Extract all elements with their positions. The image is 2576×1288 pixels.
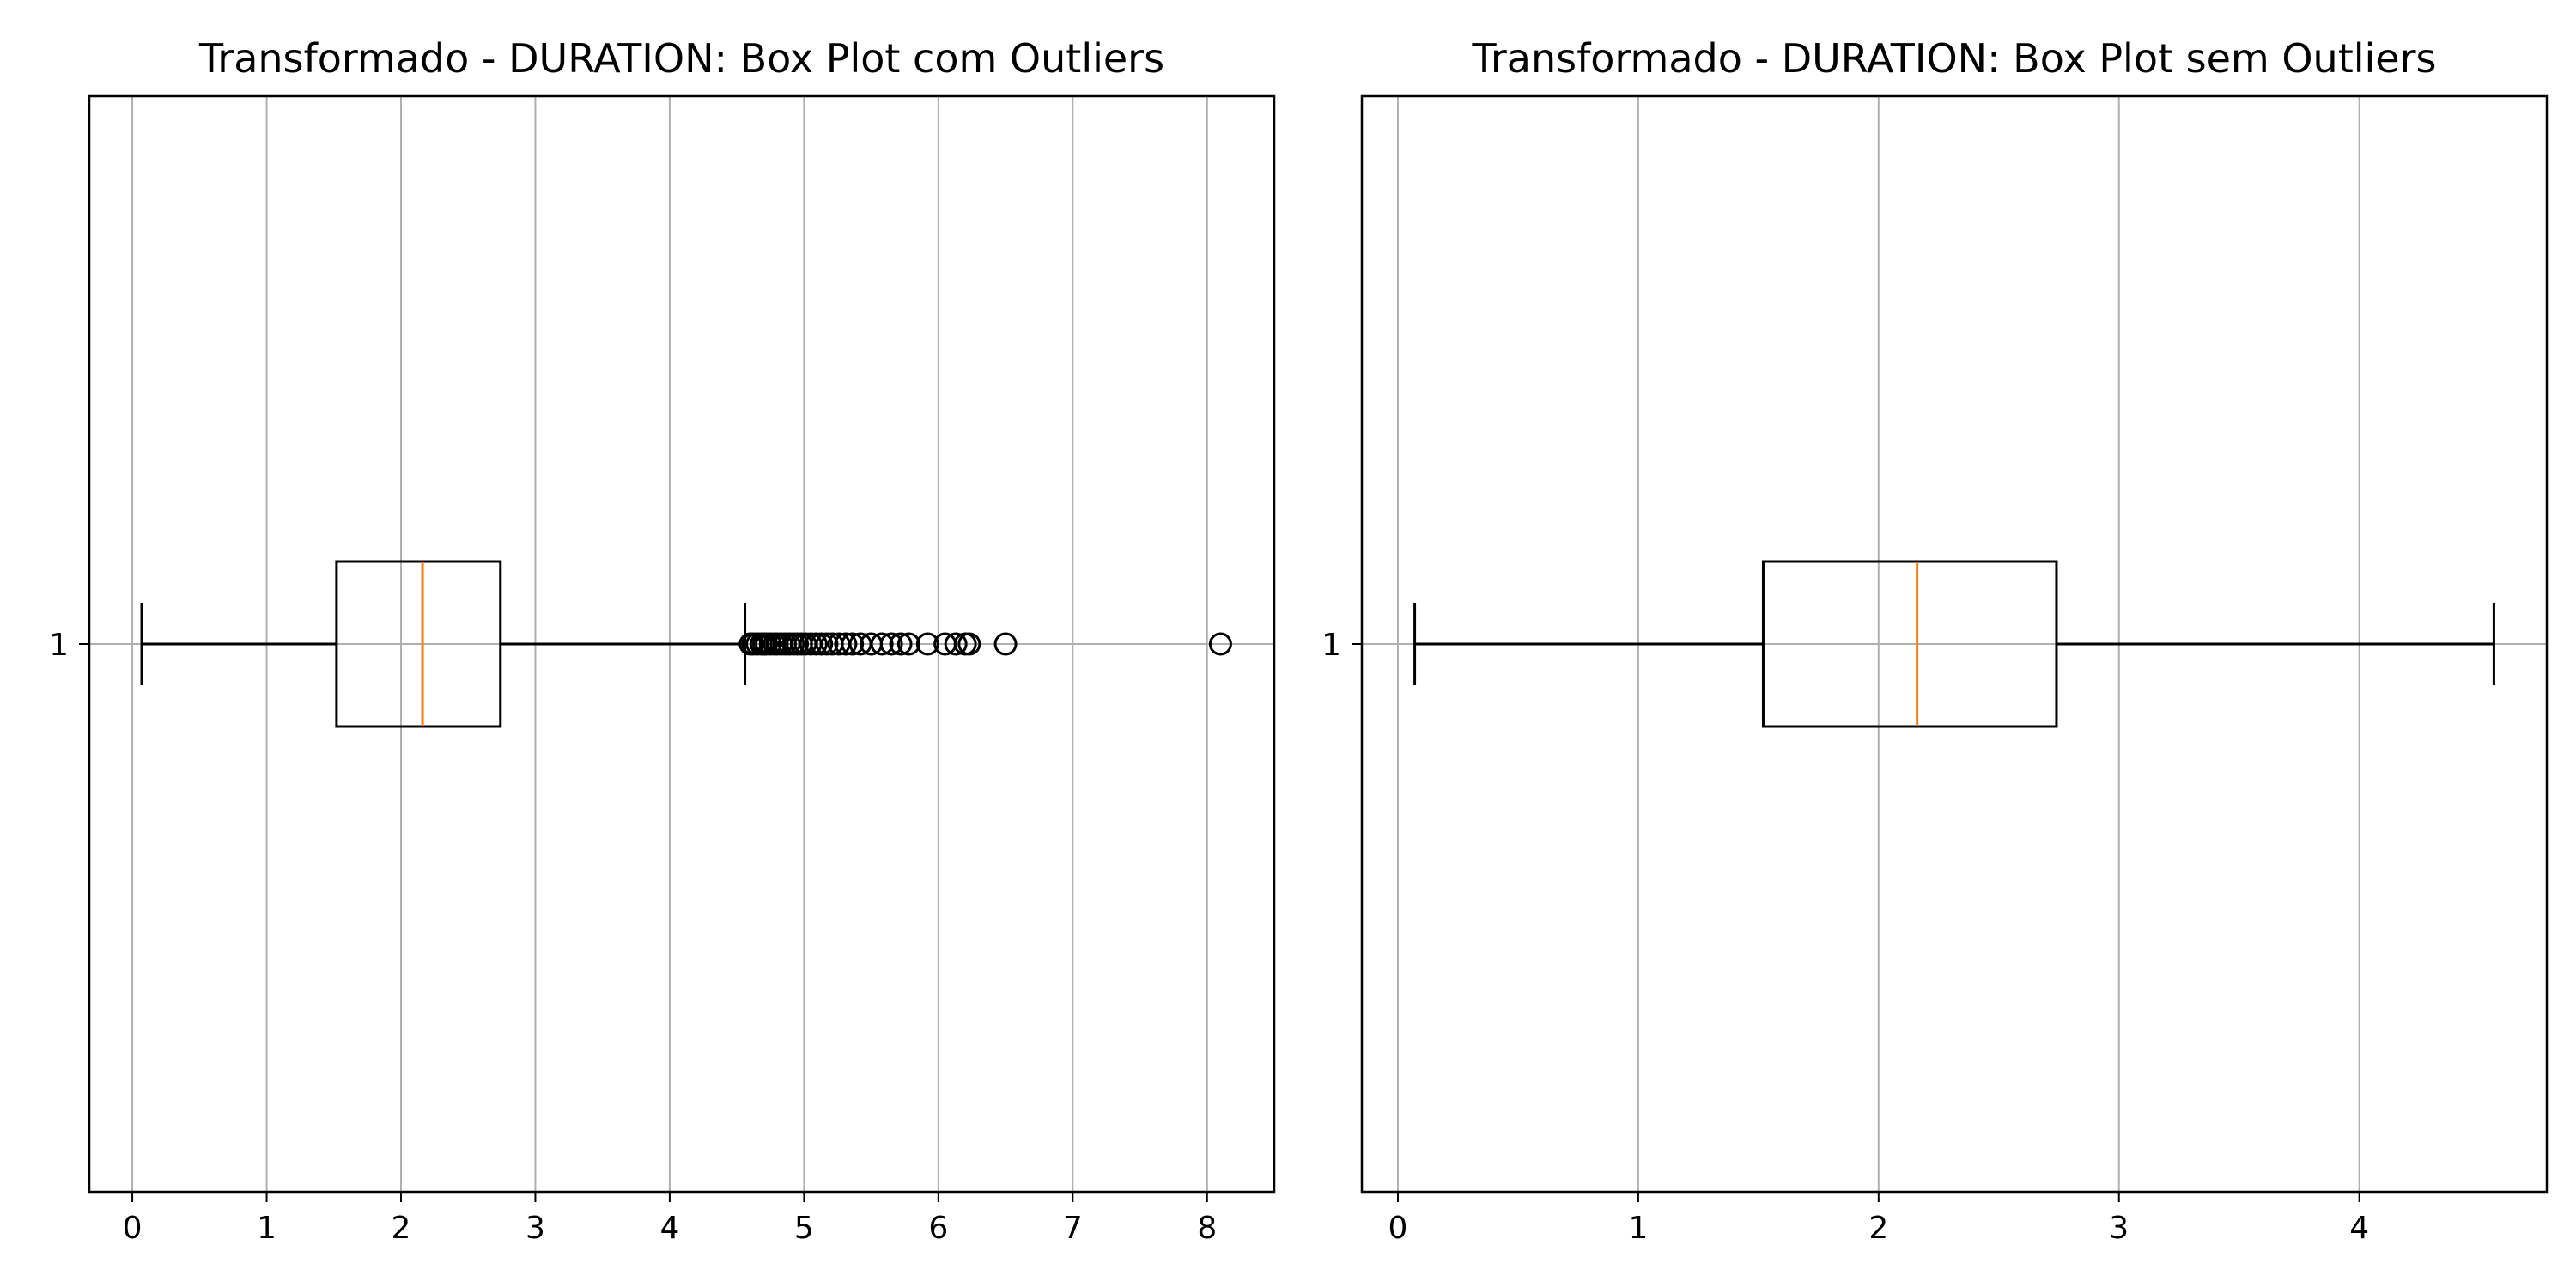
- box-iqr: [1761, 560, 2058, 728]
- outlier-point: [841, 632, 865, 656]
- boxplot-chart-without-outliers: Transformado - DURATION: Box Plot sem Ou…: [1321, 35, 2549, 1246]
- chart-title: Transformado - DURATION: Box Plot com Ou…: [198, 35, 1164, 82]
- outlier-point: [896, 632, 920, 656]
- x-tick-label: 5: [794, 1211, 814, 1246]
- x-tick-label: 4: [2349, 1211, 2369, 1246]
- x-tick-label: 1: [257, 1211, 276, 1246]
- x-tick-label: 2: [392, 1211, 411, 1246]
- outlier-point: [915, 632, 939, 656]
- x-tick-label: 1: [1628, 1211, 1648, 1246]
- y-tick-label: 1: [1321, 628, 1341, 663]
- x-tick-label: 8: [1197, 1211, 1217, 1246]
- outlier-point: [815, 632, 839, 656]
- outlier-point: [1208, 632, 1232, 656]
- x-tick-label: 2: [1868, 1211, 1888, 1246]
- boxplot-chart-with-outliers: Transformado - DURATION: Box Plot com Ou…: [49, 35, 1276, 1246]
- x-tick-label: 4: [659, 1211, 679, 1246]
- outlier-point: [804, 632, 828, 656]
- outlier-point: [879, 632, 903, 656]
- outlier-point: [944, 632, 968, 656]
- outlier-point: [834, 632, 858, 656]
- outlier-point: [810, 632, 834, 656]
- x-tick-label: 0: [1388, 1211, 1408, 1246]
- x-tick-label: 6: [928, 1211, 948, 1246]
- x-tick-label: 7: [1063, 1211, 1083, 1246]
- outlier-point: [957, 632, 981, 656]
- chart-title: Transformado - DURATION: Box Plot sem Ou…: [1472, 35, 2437, 82]
- outlier-point: [870, 632, 894, 656]
- box-iqr: [335, 560, 502, 728]
- outlier-point: [889, 632, 913, 656]
- outlier-point: [993, 632, 1018, 656]
- x-tick-label: 3: [526, 1211, 545, 1246]
- y-tick-label: 1: [49, 628, 69, 663]
- x-tick-label: 3: [2109, 1211, 2129, 1246]
- x-tick-label: 0: [123, 1211, 143, 1246]
